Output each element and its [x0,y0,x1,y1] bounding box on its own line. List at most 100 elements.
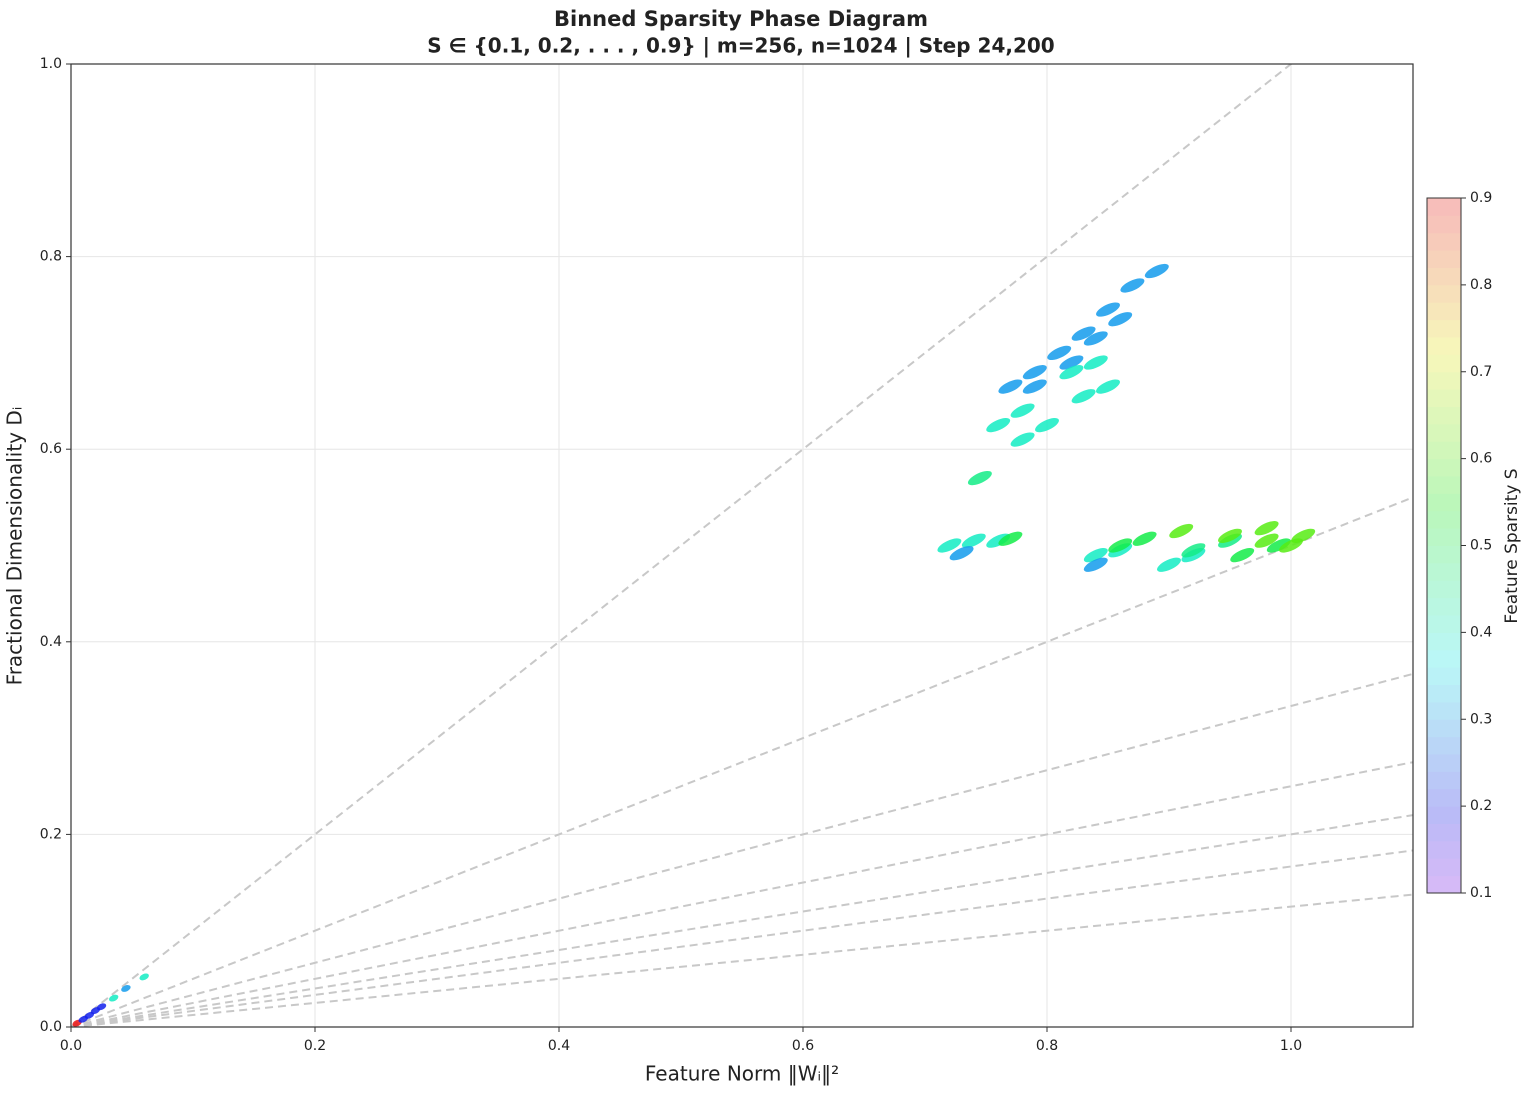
point [1120,278,1145,293]
point [1279,538,1303,553]
colorbar-label: Feature Sparsity S [1502,468,1522,623]
colorbar-tick-label: 0.4 [1470,624,1492,640]
colorbar-band [1427,840,1461,859]
colorbar-band [1427,788,1461,807]
colorbar-tick-label: 0.9 [1470,190,1492,206]
colorbar-band [1427,562,1461,581]
point [96,1003,107,1011]
reference-line [71,496,1413,1027]
reference-line [71,893,1413,1027]
point [1218,528,1242,543]
reference-line [71,814,1413,1027]
colorbar-band [1427,754,1461,772]
colorbar-band [1427,354,1461,373]
colorbar-band [1427,476,1461,494]
colorbar-band [1427,632,1461,651]
y-tick-label: 0.8 [40,249,62,265]
colorbar-band [1427,823,1461,842]
colorbar-band [1427,528,1461,546]
point [1083,355,1108,370]
x-tick-label: 0.4 [548,1038,570,1054]
point [1254,533,1279,548]
chart-title: Binned Sparsity Phase Diagram [554,7,928,31]
reference-line [71,761,1413,1027]
point [1108,312,1133,327]
point [108,994,119,1002]
colorbar-band [1427,736,1461,755]
colorbar-band [1427,545,1461,564]
point [949,546,974,561]
point [937,538,962,553]
plot-frame [70,63,1414,1028]
point [961,533,986,548]
point [1254,521,1279,536]
x-tick-label: 0.6 [792,1038,814,1054]
colorbar-tick-label: 0.6 [1470,451,1492,467]
colorbar-band [1427,232,1461,251]
colorbar-band [1427,441,1461,460]
colorbar-band [1427,597,1461,616]
colorbar-band [1427,667,1461,685]
reference-line [71,672,1413,1027]
point [1096,379,1120,394]
colorbar-band [1427,701,1461,720]
point [986,418,1011,433]
point [1181,543,1206,558]
y-tick-label: 1.0 [40,56,62,72]
colorbar-band [1427,510,1461,529]
point [1169,523,1194,539]
colorbar-band [1427,875,1461,894]
point [967,470,992,486]
colorbar-band [1427,684,1461,703]
point [1108,538,1133,553]
point [1083,548,1108,563]
point [1010,432,1035,447]
colorbar-band [1427,806,1461,824]
point [1071,326,1096,341]
point [1096,302,1120,317]
colorbar-band [1427,493,1461,512]
point [1059,365,1084,380]
point [998,379,1023,394]
point [84,1012,95,1019]
colorbar-tick-label: 0.2 [1470,798,1492,814]
point [1266,538,1291,553]
point [1010,403,1035,418]
colorbar-band [1427,580,1461,599]
point [1132,531,1157,546]
y-tick-label: 0.2 [40,826,62,842]
point [1083,557,1108,572]
colorbar-band [1427,250,1461,268]
colorbar-band [1427,267,1461,286]
x-tick-label: 1.0 [1280,1038,1302,1054]
point [1022,379,1047,394]
colorbar-band [1427,423,1461,442]
colorbar-band [1427,771,1461,790]
colorbar-band [1427,319,1461,338]
x-axis-label: Feature Norm ‖Wᵢ‖² [645,1062,839,1086]
y-tick-label: 0.4 [40,634,62,650]
colorbar-tick-label: 0.1 [1470,885,1492,901]
colorbar-tick-label: 0.5 [1470,538,1492,554]
point [1035,418,1059,433]
point [1071,389,1096,404]
colorbar-band [1427,719,1461,738]
chart-subtitle: S ∈ {0.1, 0.2, . . . , 0.9} | m=256, n=1… [427,34,1054,58]
colorbar-tick-label: 0.7 [1470,364,1492,380]
point [1144,263,1169,279]
colorbar-band [1427,406,1461,425]
colorbar-band [1427,371,1461,390]
x-tick-label: 0.8 [1036,1038,1058,1054]
y-tick-label: 0.6 [40,441,62,457]
colorbar-band [1427,215,1461,234]
point [139,973,149,981]
colorbar-band [1427,649,1461,668]
point [1157,557,1181,572]
point [1230,548,1255,563]
colorbar-band [1427,615,1461,633]
colorbar-band [1427,458,1461,477]
y-tick-label: 0.0 [40,1019,62,1035]
x-tick-label: 0.0 [60,1038,82,1054]
point [1059,355,1084,370]
